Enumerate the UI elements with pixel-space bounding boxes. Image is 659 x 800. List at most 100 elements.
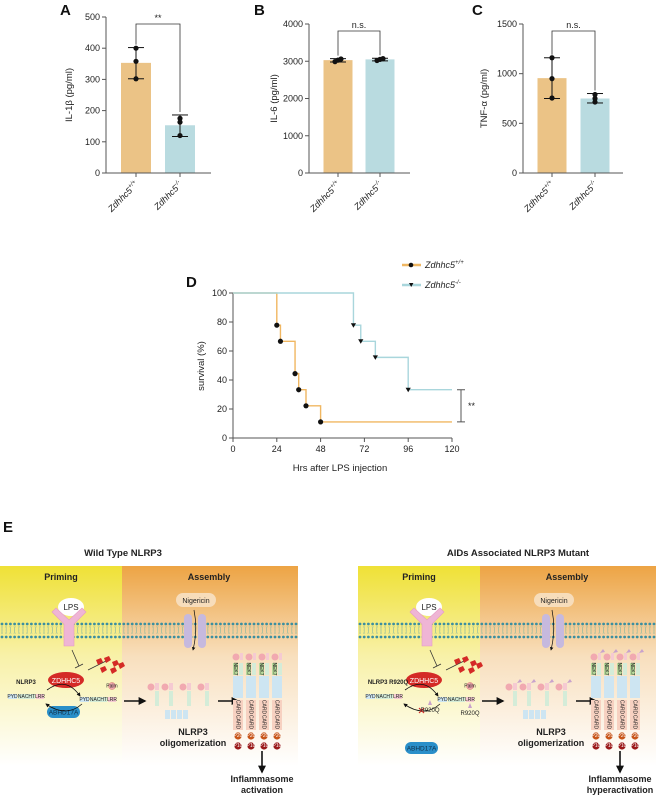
survival-marker — [372, 355, 378, 360]
lipid-head — [514, 635, 517, 639]
lipid-head — [623, 622, 626, 626]
lipid-head — [434, 622, 437, 626]
x-tick-label: 48 — [316, 444, 326, 454]
nacht-label: NACHT — [376, 694, 393, 700]
nek7-protein — [617, 663, 622, 675]
lipid-head — [488, 622, 492, 626]
nek7-label: NEK7 — [258, 662, 264, 675]
mutation-marker-icon — [428, 700, 432, 705]
y-tick-label: 0 — [222, 433, 227, 443]
y-tick-label: 1500 — [497, 19, 517, 29]
card-domain — [246, 700, 256, 730]
lrr-domain — [527, 683, 531, 690]
caspase1-p10-icon — [618, 742, 626, 750]
degraded-zdhhc5-fragment-icon — [468, 667, 475, 674]
degraded-zdhhc5-fragment-icon — [458, 666, 465, 673]
lipid-tail — [363, 625, 366, 635]
lipid-head — [51, 635, 54, 639]
lipid-head — [619, 635, 622, 639]
lipid-head — [606, 622, 610, 626]
lipid-head — [392, 635, 395, 639]
lipid-tail — [93, 625, 96, 635]
lipid-tail — [211, 625, 213, 635]
nacht-label: NACHT — [18, 694, 35, 700]
lipid-head — [181, 622, 185, 626]
nacht-domain — [239, 663, 243, 675]
lipid-head — [135, 635, 138, 639]
lipid-head — [467, 622, 471, 626]
pyd-label: PYD — [365, 694, 376, 700]
lipid-head — [614, 635, 618, 639]
nigericin-label: Nigericin — [540, 598, 567, 605]
lipid-tail — [1, 625, 3, 635]
outcome-label-line2: hyperactivation — [587, 785, 654, 795]
data-point — [338, 56, 344, 62]
lipid-head — [256, 635, 260, 639]
lrr-domain — [394, 694, 402, 699]
lipid-head — [84, 635, 88, 639]
lipid-tail — [392, 625, 395, 635]
card-label: CARD — [593, 700, 599, 715]
caspase1-p20-icon — [605, 732, 613, 740]
nacht-domain — [636, 663, 640, 675]
lipid-head — [585, 622, 589, 626]
nacht-label: NACHT — [448, 697, 465, 703]
lipid-tail — [219, 625, 222, 635]
palm-label: Palm — [464, 684, 475, 690]
lipid-head — [109, 622, 113, 626]
priming-heading: Priming — [402, 572, 436, 582]
lipid-tail — [388, 625, 391, 635]
lipid-head — [80, 622, 84, 626]
lipid-head — [273, 622, 277, 626]
y-tick-label: 20 — [217, 404, 227, 414]
y-tick-label: 500 — [85, 12, 100, 22]
significance-bracket — [457, 389, 465, 423]
y-axis-label: TNF-α (pg/ml) — [479, 69, 490, 128]
lipid-head — [126, 635, 130, 639]
lipid-tail — [236, 625, 239, 635]
x-tick-label: Zdhhc5+/+ — [307, 179, 342, 214]
gene-name: Zdhhc5 — [424, 260, 456, 270]
lrr-label: LRR — [107, 697, 117, 703]
lipid-head — [648, 635, 652, 639]
tlr4-receptor-icon — [409, 607, 445, 647]
caspase1-p10-icon — [234, 742, 242, 750]
ion-channel-left — [184, 614, 192, 648]
lipid-head — [480, 635, 484, 639]
card-label: CARD — [274, 715, 280, 730]
lipid-tail — [447, 625, 450, 635]
lipid-head — [509, 635, 513, 639]
lipid-tail — [417, 625, 420, 635]
lipid-tail — [181, 625, 184, 635]
lipid-head — [358, 635, 362, 639]
lipid-tail — [451, 625, 454, 635]
y-tick-label: 200 — [85, 106, 100, 116]
degraded-zdhhc5-fragment-icon — [118, 662, 125, 669]
caspase1-p20-icon — [618, 732, 626, 740]
lipid-head — [551, 622, 555, 626]
y-tick-label: 2000 — [283, 94, 303, 104]
lipid-head — [0, 622, 4, 626]
lipid-head — [652, 622, 656, 626]
lipid-tail — [253, 625, 255, 635]
lipid-tail — [135, 625, 138, 635]
pyd-asc-domain — [259, 676, 269, 698]
lipid-tail — [602, 625, 605, 635]
bar-wild-type — [323, 60, 353, 173]
palmitoylation-icon — [629, 653, 637, 661]
lipid-head — [480, 622, 484, 626]
lipid-head — [30, 622, 33, 626]
lipid-head — [256, 622, 260, 626]
legend-label: Zdhhc5+/+ — [424, 260, 464, 270]
palmitoylation-icon — [232, 653, 240, 661]
lipid-head — [623, 635, 626, 639]
nacht-domain — [90, 697, 107, 702]
lipid-tail — [160, 625, 163, 635]
p10-label: P10 — [260, 743, 269, 749]
card-domain — [259, 700, 269, 730]
lipid-tail — [173, 625, 176, 635]
lipid-tail — [539, 625, 542, 635]
lipid-head — [518, 622, 521, 626]
lipid-head — [172, 635, 176, 639]
caspase1-p20-icon — [247, 732, 255, 740]
